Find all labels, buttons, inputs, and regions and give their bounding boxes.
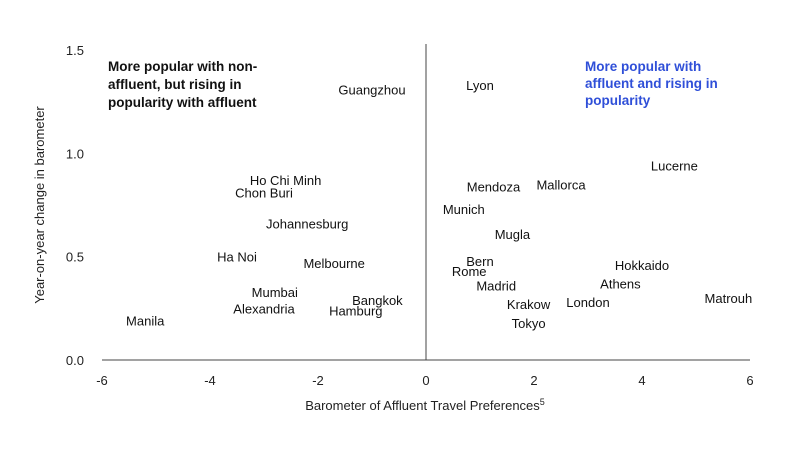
x-tick-label: 2	[530, 373, 537, 388]
data-point-label: Matrouh	[705, 291, 753, 306]
x-axis-label-superscript: 5	[540, 397, 545, 407]
data-point-label: Munich	[443, 202, 485, 217]
x-tick-label: 6	[746, 373, 753, 388]
data-point-label: London	[566, 295, 609, 310]
x-tick-label: -4	[204, 373, 216, 388]
x-tick-labels: -6 -4 -2 0 2 4 6	[96, 373, 753, 388]
data-point-label: Krakow	[507, 297, 551, 312]
quadrant-label-right: More popular with affluent and rising in…	[585, 59, 722, 108]
y-tick-label: 0.5	[66, 250, 84, 265]
x-tick-label: 4	[638, 373, 645, 388]
x-tick-label: -2	[312, 373, 324, 388]
x-tick-label: -6	[96, 373, 108, 388]
data-point-label: Alexandria	[233, 301, 295, 316]
data-point-label: Chon Buri	[235, 186, 293, 201]
x-axis-label: Barometer of Affluent Travel Preferences…	[305, 397, 545, 413]
data-point-label: Hokkaido	[615, 258, 669, 273]
y-tick-label: 0.0	[66, 353, 84, 368]
y-tick-label: 1.5	[66, 43, 84, 58]
data-point-label: Bern	[466, 254, 493, 269]
data-point-label: Tokyo	[512, 316, 546, 331]
data-point-label: Mumbai	[252, 285, 298, 300]
quadrant-label-left: More popular with non- affluent, but ris…	[108, 59, 261, 110]
data-point-label: Mallorca	[536, 177, 586, 192]
data-point-label: Hamburg	[329, 303, 382, 318]
data-point-label: Ha Noi	[217, 250, 257, 265]
data-point-label: Athens	[600, 277, 641, 292]
data-point-label: Bangkok	[352, 293, 403, 308]
data-point-label: Johannesburg	[266, 217, 348, 232]
data-point-label: Mugla	[495, 227, 531, 242]
data-point-label: Ho Chi Minh	[250, 173, 322, 188]
data-point-label: Madrid	[476, 279, 516, 294]
y-tick-labels: 0.0 0.5 1.0 1.5	[66, 43, 84, 368]
y-tick-label: 1.0	[66, 146, 84, 161]
data-point-label: Guangzhou	[338, 82, 405, 97]
x-tick-label: 0	[422, 373, 429, 388]
data-point-label: Rome	[452, 264, 487, 279]
data-point-label: Melbourne	[303, 256, 364, 271]
data-point-label: Lyon	[466, 78, 494, 93]
data-point-label: Mendoza	[467, 179, 521, 194]
y-axis-label: Year-on-year change in barometer	[32, 106, 47, 304]
data-point-label: Manila	[126, 314, 165, 329]
data-point-label: Lucerne	[651, 159, 698, 174]
